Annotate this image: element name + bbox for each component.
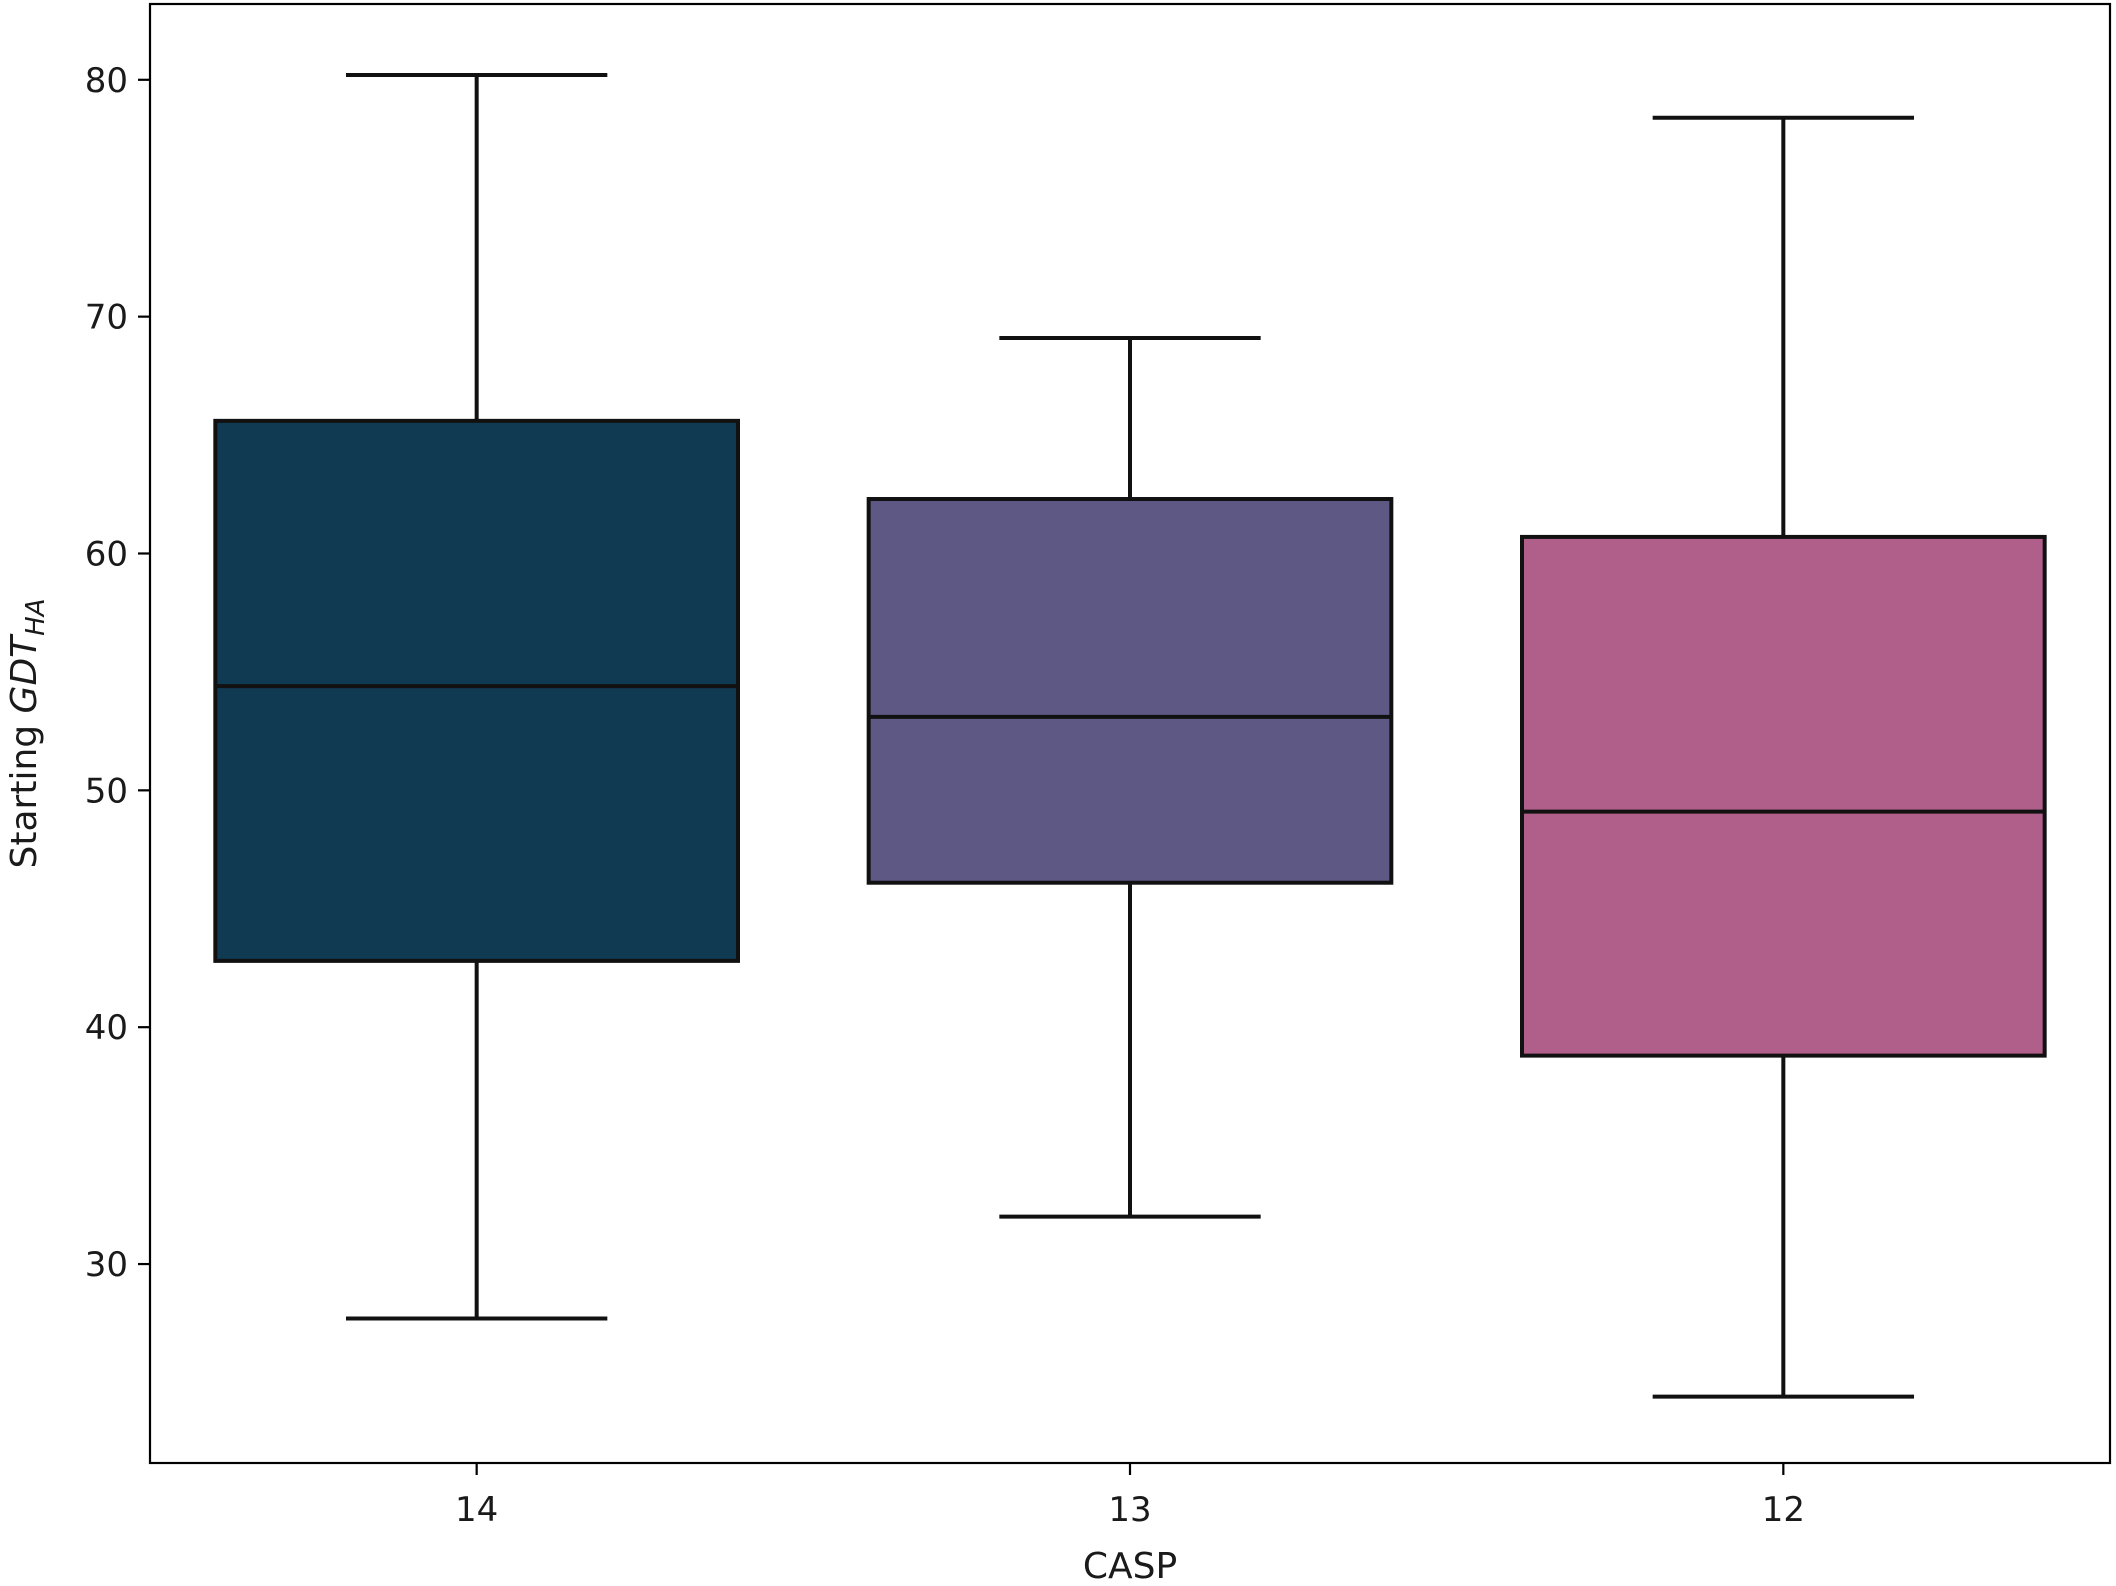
y-tick-label-60: 60 [85, 534, 128, 574]
y-tick-label-70: 70 [85, 298, 128, 338]
box-group-13 [866, 335, 1394, 1219]
x-tick-label-14: 14 [455, 1490, 498, 1530]
x-tick-label-13: 13 [1108, 1490, 1151, 1530]
y-axis: 30 40 50 60 70 80 [85, 61, 150, 1285]
box-group-12 [1520, 115, 2047, 1399]
y-axis-title-subscript: HA [21, 598, 51, 635]
y-axis-title-italic: GDT [4, 633, 45, 714]
plot-area [213, 73, 2047, 1399]
y-tick-label-80: 80 [85, 61, 128, 101]
box-12 [1520, 534, 2047, 1058]
x-axis-title: CASP [1083, 1546, 1177, 1586]
y-tick-label-40: 40 [85, 1008, 128, 1048]
box-14 [213, 418, 741, 963]
y-tick-label-50: 50 [85, 771, 128, 811]
box-group-14 [213, 73, 741, 1321]
y-axis-title-main: Starting [4, 713, 45, 868]
y-axis-title: Starting GDTHA [4, 598, 51, 868]
x-tick-label-12: 12 [1762, 1490, 1805, 1530]
box-13 [866, 497, 1394, 885]
x-axis: 14 13 12 [455, 1463, 1805, 1530]
y-tick-label-30: 30 [85, 1245, 128, 1285]
